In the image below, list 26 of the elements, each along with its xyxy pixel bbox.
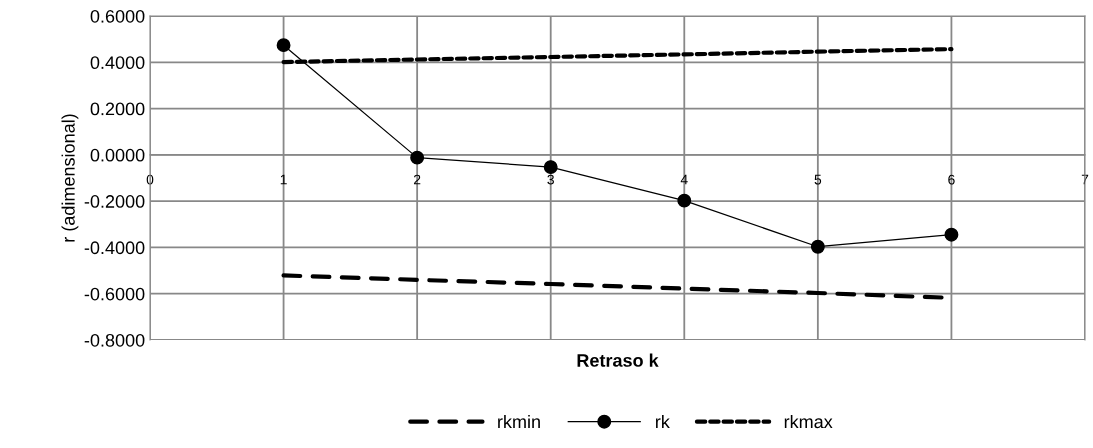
x-tick-label: 4 <box>680 174 688 185</box>
y-axis-title: r (adimensional) <box>61 114 79 242</box>
y-tick-label: -0.6000 <box>84 287 145 301</box>
y-tick-label: 0.2000 <box>90 102 145 116</box>
legend-label: rk <box>656 414 670 428</box>
y-tick-label: 0.6000 <box>90 9 145 23</box>
x-tick-label: 5 <box>814 174 822 185</box>
y-tick-label: 0.4000 <box>90 56 145 70</box>
legend-label: rkmax <box>784 414 833 429</box>
x-tick-label: 3 <box>547 174 554 185</box>
y-tick-label: -0.2000 <box>84 195 145 208</box>
legend-label: rkmin <box>498 414 540 428</box>
x-tick-label: 1 <box>280 174 287 185</box>
point <box>677 193 692 208</box>
y-tick-label: 0.0000 <box>90 148 145 162</box>
x-tick-label: 2 <box>413 174 421 185</box>
y-tick-label: -0.4000 <box>84 241 145 255</box>
point <box>810 239 825 254</box>
x-tick-label: 0 <box>146 174 154 185</box>
point <box>543 160 558 175</box>
point <box>276 38 291 53</box>
y-tick-label: -0.8000 <box>84 333 145 347</box>
point <box>944 227 959 242</box>
point <box>410 150 425 165</box>
x-tick-label: 6 <box>948 174 955 185</box>
x-axis-title: Retraso k <box>577 353 659 367</box>
